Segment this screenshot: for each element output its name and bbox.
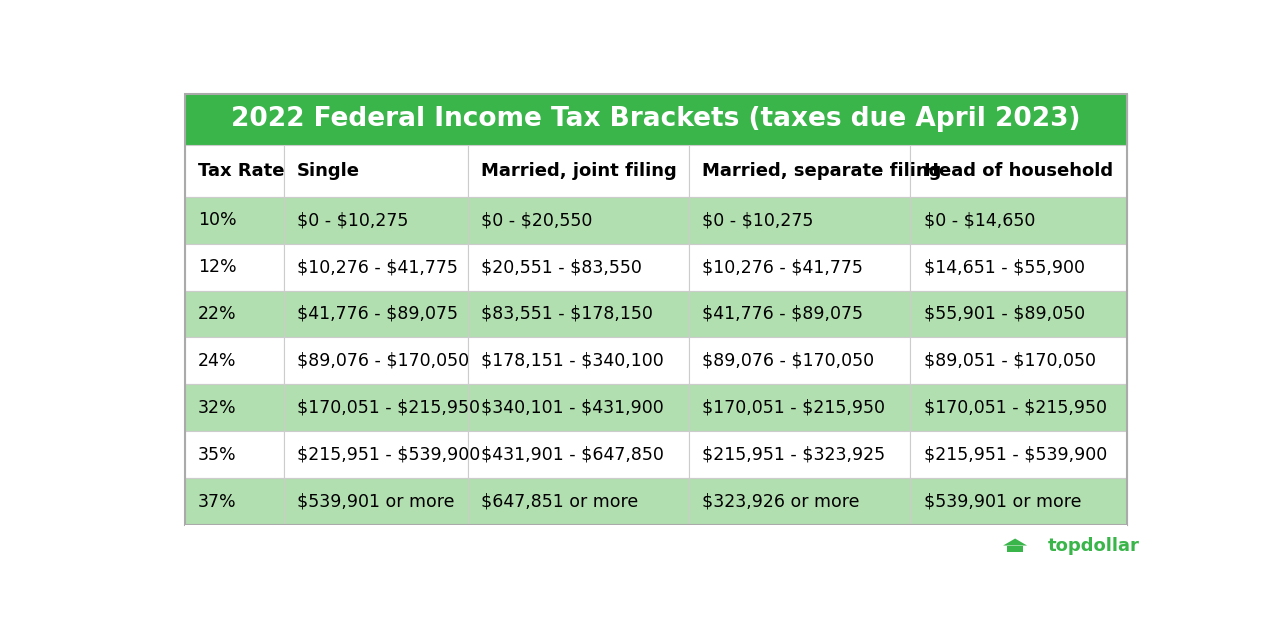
Text: \$0 - \$20,550: \$0 - \$20,550 bbox=[481, 211, 593, 229]
Bar bbox=[689, 338, 910, 384]
Text: \$89,076 - \$170,050: \$89,076 - \$170,050 bbox=[297, 352, 468, 370]
Bar bbox=[689, 478, 910, 526]
Text: 22%: 22% bbox=[198, 305, 237, 323]
Bar bbox=[184, 94, 1128, 526]
Bar bbox=[910, 197, 1128, 243]
Bar bbox=[467, 290, 689, 338]
Text: 10%: 10% bbox=[198, 211, 237, 229]
Text: Married, joint filing: Married, joint filing bbox=[481, 162, 676, 180]
Text: 12%: 12% bbox=[198, 258, 237, 276]
Bar bbox=[689, 197, 910, 243]
Bar bbox=[467, 243, 689, 290]
Bar bbox=[689, 384, 910, 431]
Text: \$215,951 - \$539,900: \$215,951 - \$539,900 bbox=[297, 446, 480, 464]
Bar bbox=[910, 290, 1128, 338]
Bar bbox=[910, 145, 1128, 197]
Bar bbox=[284, 243, 467, 290]
Text: \$539,901 or more: \$539,901 or more bbox=[924, 493, 1082, 511]
Text: \$178,151 - \$340,100: \$178,151 - \$340,100 bbox=[481, 352, 663, 370]
Text: \$215,951 - \$323,925: \$215,951 - \$323,925 bbox=[703, 446, 886, 464]
Text: 32%: 32% bbox=[198, 399, 237, 417]
Text: Married, separate filing: Married, separate filing bbox=[703, 162, 942, 180]
Bar bbox=[910, 478, 1128, 526]
Text: \$14,651 - \$55,900: \$14,651 - \$55,900 bbox=[924, 258, 1084, 276]
Bar bbox=[184, 197, 284, 243]
Text: \$89,076 - \$170,050: \$89,076 - \$170,050 bbox=[703, 352, 874, 370]
Text: \$20,551 - \$83,550: \$20,551 - \$83,550 bbox=[481, 258, 641, 276]
Text: \$215,951 - \$539,900: \$215,951 - \$539,900 bbox=[924, 446, 1107, 464]
Bar bbox=[467, 338, 689, 384]
Bar bbox=[284, 290, 467, 338]
Bar bbox=[184, 243, 284, 290]
Text: \$0 - \$10,275: \$0 - \$10,275 bbox=[297, 211, 408, 229]
Bar bbox=[184, 431, 284, 478]
Text: \$41,776 - \$89,075: \$41,776 - \$89,075 bbox=[703, 305, 863, 323]
Bar bbox=[284, 384, 467, 431]
Bar bbox=[910, 431, 1128, 478]
Bar bbox=[910, 384, 1128, 431]
Bar bbox=[284, 431, 467, 478]
Text: \$55,901 - \$89,050: \$55,901 - \$89,050 bbox=[924, 305, 1084, 323]
Text: 2022 Federal Income Tax Brackets (taxes due April 2023): 2022 Federal Income Tax Brackets (taxes … bbox=[232, 106, 1080, 132]
Text: \$323,926 or more: \$323,926 or more bbox=[703, 493, 860, 511]
Text: \$431,901 - \$647,850: \$431,901 - \$647,850 bbox=[481, 446, 663, 464]
Bar bbox=[184, 478, 284, 526]
Text: \$83,551 - \$178,150: \$83,551 - \$178,150 bbox=[481, 305, 653, 323]
Bar bbox=[184, 145, 284, 197]
Polygon shape bbox=[1004, 538, 1027, 545]
Bar bbox=[467, 197, 689, 243]
Bar bbox=[184, 338, 284, 384]
Bar bbox=[184, 526, 1128, 567]
Bar bbox=[689, 243, 910, 290]
Bar bbox=[689, 431, 910, 478]
Text: \$170,051 - \$215,950: \$170,051 - \$215,950 bbox=[703, 399, 886, 417]
Bar bbox=[467, 145, 689, 197]
Text: \$10,276 - \$41,775: \$10,276 - \$41,775 bbox=[297, 258, 458, 276]
Text: \$10,276 - \$41,775: \$10,276 - \$41,775 bbox=[703, 258, 863, 276]
Text: \$539,901 or more: \$539,901 or more bbox=[297, 493, 454, 511]
Bar bbox=[284, 145, 467, 197]
Bar bbox=[284, 197, 467, 243]
Bar bbox=[467, 431, 689, 478]
Bar bbox=[689, 290, 910, 338]
Polygon shape bbox=[1007, 545, 1024, 552]
Text: 24%: 24% bbox=[198, 352, 237, 370]
Text: \$0 - \$14,650: \$0 - \$14,650 bbox=[924, 211, 1036, 229]
Text: \$340,101 - \$431,900: \$340,101 - \$431,900 bbox=[481, 399, 663, 417]
Bar bbox=[467, 478, 689, 526]
Bar bbox=[467, 384, 689, 431]
Bar bbox=[284, 478, 467, 526]
Text: \$41,776 - \$89,075: \$41,776 - \$89,075 bbox=[297, 305, 458, 323]
Bar bbox=[184, 94, 1128, 145]
Text: Tax Rate: Tax Rate bbox=[198, 162, 284, 180]
Text: 37%: 37% bbox=[198, 493, 237, 511]
Bar bbox=[184, 384, 284, 431]
Bar bbox=[284, 338, 467, 384]
Bar bbox=[184, 290, 284, 338]
Text: \$647,851 or more: \$647,851 or more bbox=[481, 493, 637, 511]
Text: \$170,051 - \$215,950: \$170,051 - \$215,950 bbox=[297, 399, 480, 417]
Text: \$0 - \$10,275: \$0 - \$10,275 bbox=[703, 211, 814, 229]
Text: \$170,051 - \$215,950: \$170,051 - \$215,950 bbox=[924, 399, 1107, 417]
Text: 35%: 35% bbox=[198, 446, 237, 464]
Text: \$89,051 - \$170,050: \$89,051 - \$170,050 bbox=[924, 352, 1096, 370]
Text: Single: Single bbox=[297, 162, 360, 180]
Bar bbox=[910, 243, 1128, 290]
Text: Head of household: Head of household bbox=[924, 162, 1112, 180]
Text: topdollar: topdollar bbox=[1048, 537, 1139, 555]
Bar bbox=[689, 145, 910, 197]
Bar bbox=[910, 338, 1128, 384]
